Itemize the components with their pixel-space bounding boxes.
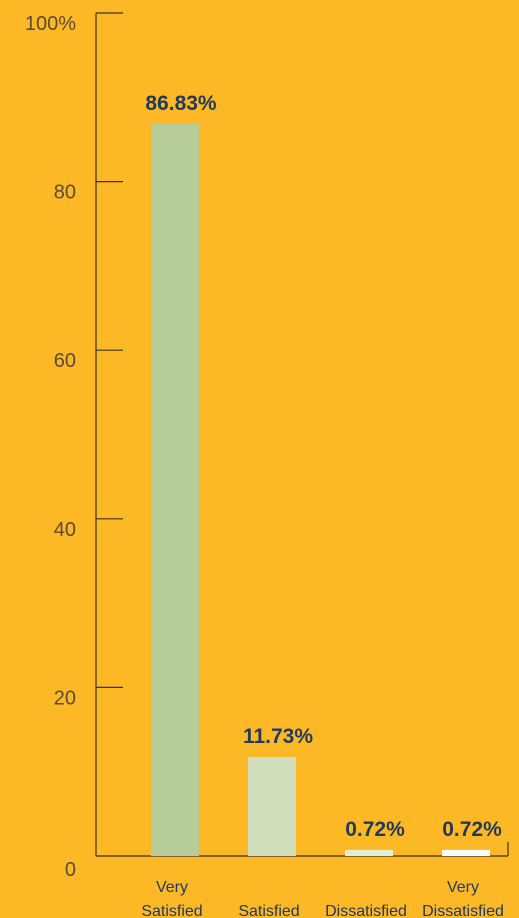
y-tick-label: 80 — [54, 182, 76, 204]
y-tick-label: 40 — [54, 519, 76, 541]
data-label: 0.72% — [345, 818, 405, 841]
bar — [345, 849, 393, 856]
y-tick-label: 100% — [25, 13, 76, 35]
y-tick-label: 20 — [54, 687, 76, 709]
category-label: Satisfied — [238, 903, 299, 918]
data-label: 0.72% — [442, 818, 502, 841]
category-label: Very Dissatisfied — [422, 879, 504, 918]
chart-bars — [151, 124, 490, 857]
data-label: 86.83% — [145, 92, 217, 115]
bar — [442, 849, 490, 856]
bar — [151, 124, 199, 857]
chart-labels: 0 20 40 60 80 100% 86.83% Very Satisfied 11.73% Sa… — [25, 13, 504, 918]
category-label: Very Satisfied — [141, 879, 202, 918]
bar — [248, 757, 296, 856]
data-label: 11.73% — [243, 725, 313, 748]
category-label: Dissatisfied — [325, 903, 407, 918]
y-tick-label: 60 — [54, 350, 76, 372]
y-tick-label: 0 — [65, 859, 76, 881]
